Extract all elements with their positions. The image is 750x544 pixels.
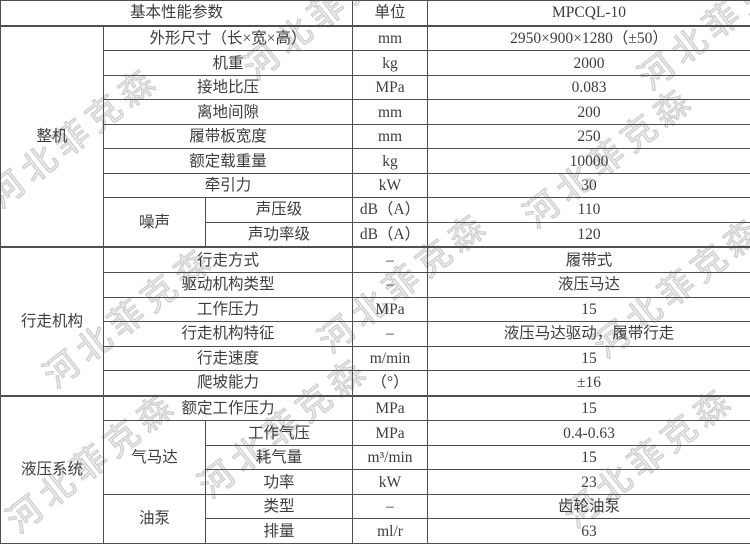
value-cell: 齿轮油泵 [427,493,750,520]
table-row: 排量 ml/r 63 [1,518,750,544]
value-cell: 200 [427,99,750,125]
unit-cell: m/min [352,345,428,372]
group-oil-pump: 油泵 [103,493,206,544]
param-cell: 工作气压 [205,420,353,446]
unit-cell: m³/min [352,444,428,471]
value-cell: 15 [427,394,750,422]
unit-cell: dB（A） [352,221,428,248]
param-cell: 声压级 [205,197,353,223]
group-noise: 噪声 [103,197,206,248]
unit-cell: kW [352,172,428,199]
table-row: 牵引力 kW 30 [1,172,750,199]
param-cell: 额定工作压力 [103,394,353,422]
table-row: 接地比压 MPa 0.083 [1,74,750,101]
table-header-row: 基本性能参数 单位 MPCQL-10 [0,0,750,27]
table-row: 工作压力 MPa 15 [1,296,750,323]
param-cell: 机重 [103,50,353,76]
unit-cell: MPa [352,74,428,101]
section-hydraulic-system: 液压系统 [0,394,104,544]
table-row: 功率 kW 23 [1,469,750,495]
section-whole-machine: 整机 [0,25,104,248]
param-cell: 功率 [205,469,353,495]
value-cell: 63 [427,518,750,544]
param-cell: 类型 [205,493,353,520]
unit-cell: ml/r [352,518,428,544]
value-cell: 0.083 [427,74,750,101]
value-cell: 15 [427,345,750,372]
unit-cell: – [352,493,428,520]
table-row: 离地间隙 mm 200 [1,99,750,125]
section-travel-mechanism: 行走机构 [0,246,104,397]
table-row: 行走机构特征 – 液压马达驱动，履带行走 [1,321,750,347]
param-cell: 工作压力 [103,296,353,323]
value-cell: 15 [427,296,750,323]
table-row: 爬坡能力 （°） ±16 [1,370,750,397]
value-cell: 120 [427,221,750,248]
value-cell: 10000 [427,148,750,174]
value-cell: 液压马达驱动，履带行走 [427,321,750,347]
unit-cell: – [352,321,428,347]
param-cell: 额定载重量 [103,148,353,174]
value-cell: ±16 [427,370,750,397]
param-cell: 牵引力 [103,172,353,199]
unit-cell: MPa [352,420,428,446]
table-row: 履带板宽度 mm 250 [1,123,750,150]
table-row: 耗气量 m³/min 15 [1,444,750,471]
table-row: 油泵 类型 – 齿轮油泵 [1,493,750,544]
table-row: 机重 kg 2000 [1,50,750,76]
value-cell: 30 [427,172,750,199]
param-cell: 驱动机构类型 [103,272,353,298]
value-cell: 液压马达 [427,272,750,298]
unit-cell: – [352,246,428,274]
header-unit: 单位 [352,0,428,27]
table-row: 整机 外形尺寸（长×宽×高） mm 2950×900×1280（±50） [0,25,750,248]
param-cell: 离地间隙 [103,99,353,125]
unit-cell: mm [352,123,428,150]
unit-cell: MPa [352,394,428,422]
param-cell: 外形尺寸（长×宽×高） [103,25,353,52]
param-cell: 耗气量 [205,444,353,471]
param-cell: 行走机构特征 [103,321,353,347]
group-air-motor: 气马达 [103,420,206,495]
table-row: 噪声 声压级 dB（A） 110 [1,197,750,248]
unit-cell: dB（A） [352,197,428,223]
table-row: 行走机构 行走方式 – 履带式 [0,246,750,397]
value-cell: 110 [427,197,750,223]
table-row: 驱动机构类型 – 液压马达 [1,272,750,298]
unit-cell: kg [352,148,428,174]
unit-cell: （°） [352,370,428,397]
table-row: 行走速度 m/min 15 [1,345,750,372]
value-cell: 履带式 [427,246,750,274]
unit-cell: kW [352,469,428,495]
unit-cell: – [352,272,428,298]
unit-cell: MPa [352,296,428,323]
value-cell: 0.4-0.63 [427,420,750,446]
table-row: 气马达 工作气压 MPa 0.4-0.63 [1,420,750,495]
header-model: MPCQL-10 [427,0,750,27]
value-cell: 23 [427,469,750,495]
param-cell: 排量 [205,518,353,544]
param-cell: 声功率级 [205,221,353,248]
value-cell: 250 [427,123,750,150]
header-parameter: 基本性能参数 [0,0,353,27]
unit-cell: mm [352,99,428,125]
param-cell: 行走方式 [103,246,353,274]
table-row: 液压系统 额定工作压力 MPa 15 [0,394,750,544]
param-cell: 爬坡能力 [103,370,353,397]
table-row: 额定载重量 kg 10000 [1,148,750,174]
param-cell: 行走速度 [103,345,353,372]
value-cell: 15 [427,444,750,471]
unit-cell: kg [352,50,428,76]
value-cell: 2950×900×1280（±50） [427,25,750,52]
param-cell: 接地比压 [103,74,353,101]
param-cell: 履带板宽度 [103,123,353,150]
unit-cell: mm [352,25,428,52]
value-cell: 2000 [427,50,750,76]
